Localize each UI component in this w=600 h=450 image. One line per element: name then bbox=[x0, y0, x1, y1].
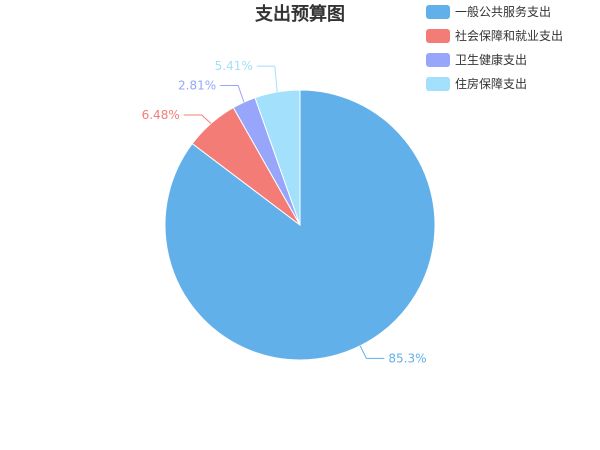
pie-slice-series-3[interactable] bbox=[254, 89, 301, 226]
legend-item-series-0[interactable]: 一般公共服务支出 bbox=[426, 4, 551, 19]
legend-label-series-1: 社会保障和就业支出 bbox=[455, 28, 563, 43]
legend-label-series-0: 一般公共服务支出 bbox=[455, 4, 551, 19]
slice-leader-lines bbox=[183, 65, 385, 359]
slice-label-series-3: 5.41% bbox=[215, 59, 253, 73]
slice-label-series-0: 85.3% bbox=[388, 351, 426, 365]
legend-swatch-series-3 bbox=[426, 77, 450, 91]
slice-label-series-1: 6.48% bbox=[142, 108, 180, 122]
legend-item-series-2[interactable]: 卫生健康支出 bbox=[426, 52, 527, 67]
legend-label-series-3: 住房保障支出 bbox=[455, 76, 527, 91]
slice-labels: 85.3% 6.48% 2.81% 5.41% bbox=[142, 59, 427, 365]
leader-line-series-0 bbox=[359, 345, 385, 359]
leader-line-series-3 bbox=[256, 65, 278, 92]
leader-line-series-2 bbox=[220, 84, 245, 103]
legend-swatch-series-1 bbox=[426, 29, 450, 43]
legend-item-series-1[interactable]: 社会保障和就业支出 bbox=[426, 28, 563, 43]
pie-slices bbox=[164, 89, 436, 361]
leader-line-series-1 bbox=[183, 114, 212, 124]
slice-label-series-2: 2.81% bbox=[178, 78, 216, 92]
legend-item-series-3[interactable]: 住房保障支出 bbox=[426, 76, 527, 91]
legend-swatch-series-2 bbox=[426, 53, 450, 67]
legend-swatch-series-0 bbox=[426, 5, 450, 19]
chart-title: 支出预算图 bbox=[254, 3, 345, 25]
legend-label-series-2: 卫生健康支出 bbox=[455, 52, 527, 67]
